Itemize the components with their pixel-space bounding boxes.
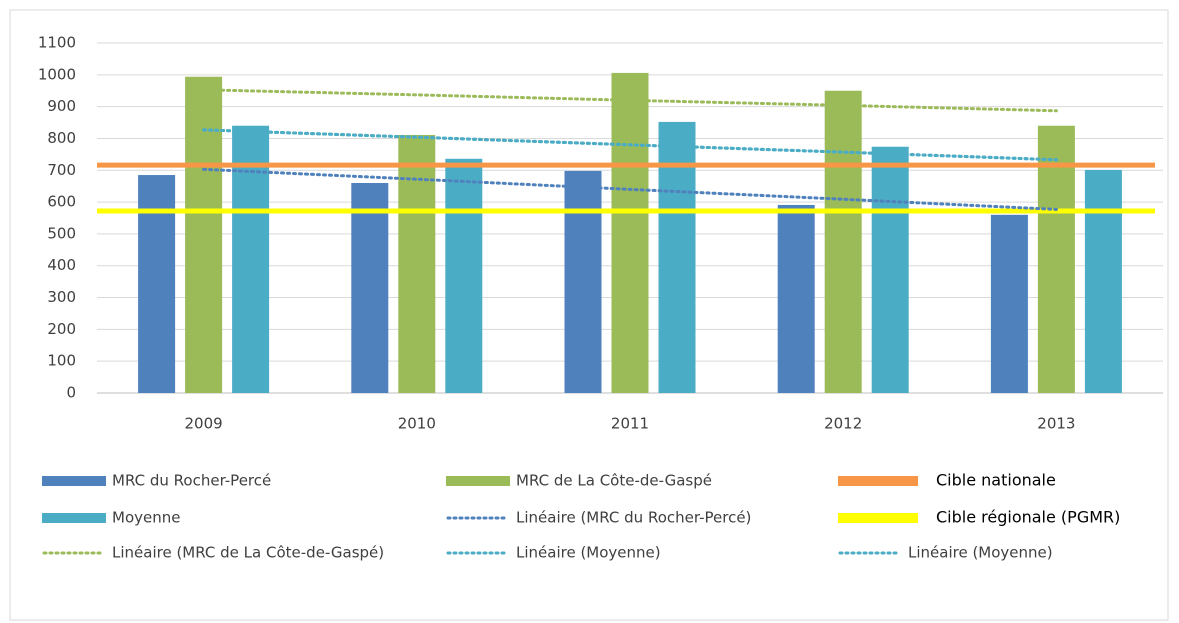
bar: [658, 121, 696, 393]
legend-swatch: [446, 476, 510, 486]
legend-label: Moyenne: [112, 509, 180, 527]
y-tick-label: 800: [47, 129, 76, 147]
x-tick-label: 2012: [824, 415, 862, 433]
y-tick-label: 0: [66, 384, 76, 402]
bar: [1084, 169, 1122, 393]
x-tick-label: 2011: [611, 415, 649, 433]
legend-label: Linéaire (MRC du Rocher-Percé): [516, 509, 751, 527]
legend-label: Cible nationale: [936, 471, 1056, 490]
legend-label: MRC de La Côte-de-Gaspé: [516, 472, 712, 490]
trend-line: [202, 167, 1058, 211]
bar: [990, 214, 1028, 393]
legend-swatch: [838, 513, 918, 523]
legend-swatch: [42, 476, 106, 486]
x-tick-label: 2013: [1037, 415, 1075, 433]
y-tick-label: 700: [47, 161, 76, 179]
bar: [824, 90, 862, 394]
trend-line: [202, 88, 1058, 113]
bar: [398, 134, 436, 394]
y-tick-label: 300: [47, 288, 76, 306]
bar: [871, 146, 909, 393]
y-tick-label: 600: [47, 193, 76, 211]
y-tick-label: 900: [47, 97, 76, 115]
bar: [1037, 125, 1075, 394]
legend-label: Linéaire (MRC de La Côte-de-Gaspé): [112, 544, 384, 562]
y-tick-label: 200: [47, 320, 76, 338]
y-tick-label: 500: [47, 224, 76, 242]
legend-label: MRC du Rocher-Percé: [112, 472, 271, 490]
bar: [185, 76, 223, 394]
legend-swatch: [838, 476, 918, 486]
y-tick-label: 400: [47, 256, 76, 274]
legend-label: Linéaire (Moyenne): [908, 544, 1053, 562]
bar: [138, 175, 176, 393]
legend-label: Cible régionale (PGMR): [936, 508, 1120, 527]
x-tick-label: 2009: [185, 415, 223, 433]
y-tick-label: 1000: [38, 65, 76, 83]
bar: [564, 170, 602, 393]
y-tick-label: 1100: [38, 34, 76, 52]
trend-line: [202, 128, 1058, 162]
x-tick-label: 2010: [398, 415, 436, 433]
bar: [351, 183, 389, 393]
bar: [445, 158, 483, 393]
legend-swatch: [42, 513, 106, 523]
bar: [777, 204, 815, 393]
legend-label: Linéaire (Moyenne): [516, 544, 661, 562]
y-tick-label: 100: [47, 352, 76, 370]
bar: [611, 72, 649, 393]
